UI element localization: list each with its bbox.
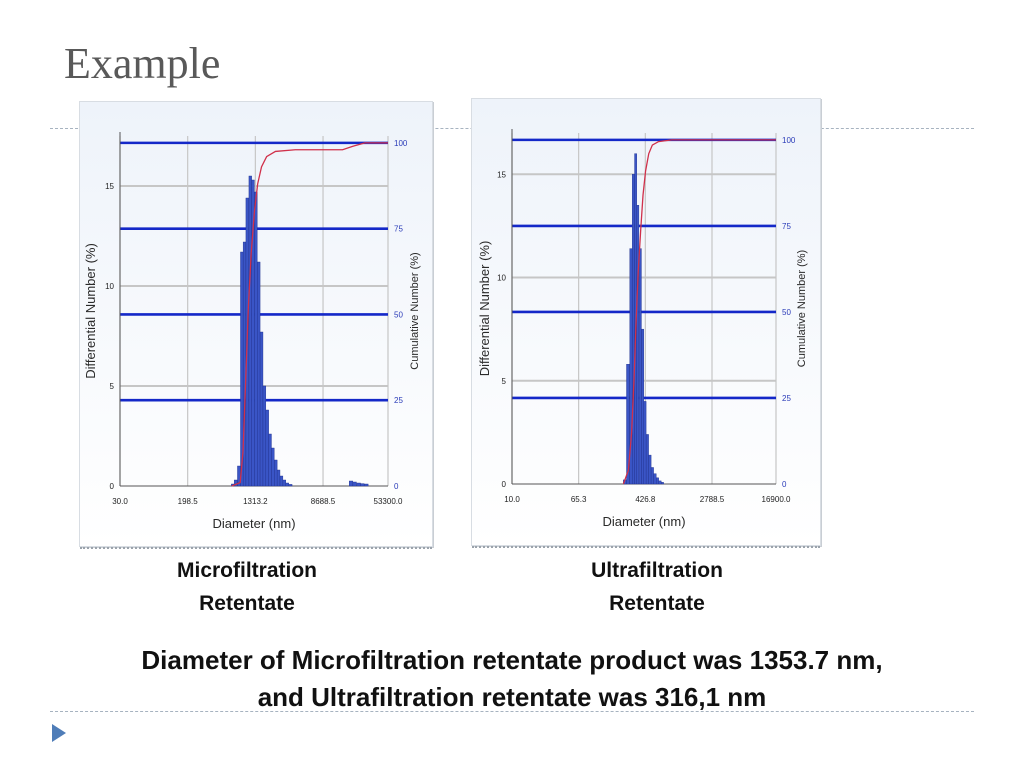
y2-axis-label: Cumulative Number (%) bbox=[796, 250, 808, 367]
histogram-bar bbox=[352, 481, 357, 487]
x-tick-label: 8688.5 bbox=[311, 497, 336, 506]
chart-microfiltration: 0 5 10 15 0 25 50 75 100 30.0 198.5 1313.2 8688.5 533… bbox=[79, 101, 433, 549]
ultrafiltration-histogram: 0 5 10 15 0 25 50 75 100 10.0 65.3 426.8 2788.5 16900… bbox=[472, 99, 820, 545]
x-tick-label: 30.0 bbox=[112, 497, 128, 506]
y-tick-label: 5 bbox=[502, 377, 507, 386]
y2-axis-label: Cumulative Number (%) bbox=[409, 252, 421, 369]
histogram-bar bbox=[660, 482, 664, 485]
conclusion-text: Diameter of Microfiltration retentate pr… bbox=[0, 642, 1024, 716]
histogram-bar bbox=[643, 401, 647, 485]
y-axis-label: Differential Number (%) bbox=[477, 241, 492, 377]
histogram-bar bbox=[626, 364, 630, 485]
caption-microfiltration-line1: Microfiltration bbox=[177, 559, 317, 582]
slide-title: Example bbox=[64, 39, 221, 88]
y2-tick-label: 25 bbox=[394, 396, 403, 405]
x-tick-label: 53300.0 bbox=[374, 497, 403, 506]
x-tick-label: 16900.0 bbox=[762, 495, 791, 504]
y-axis-label: Differential Number (%) bbox=[83, 243, 98, 379]
histogram-bar bbox=[259, 331, 264, 487]
histogram-bar bbox=[636, 205, 640, 485]
y2-tick-label: 50 bbox=[394, 310, 403, 319]
histogram-bar bbox=[349, 480, 354, 487]
x-tick-label: 198.5 bbox=[178, 497, 199, 506]
histogram-bar bbox=[265, 409, 269, 487]
histogram-bar bbox=[234, 479, 238, 487]
y-tick-label: 15 bbox=[105, 182, 114, 191]
histogram-bar bbox=[248, 175, 252, 487]
caption-microfiltration-line2: Retentate bbox=[199, 592, 295, 615]
histogram-bar bbox=[364, 483, 369, 487]
conclusion-line2: and Ultrafiltration retentate was 316,1 … bbox=[257, 682, 767, 712]
caption-ultrafiltration-line2: Retentate bbox=[609, 592, 705, 615]
x-axis-label: Diameter (nm) bbox=[602, 514, 685, 529]
y2-tick-label: 50 bbox=[782, 308, 791, 317]
y2-tick-label: 100 bbox=[394, 139, 408, 148]
histogram-bar bbox=[276, 469, 281, 487]
histogram-bar bbox=[254, 191, 258, 487]
x-tick-label: 426.8 bbox=[635, 495, 656, 504]
histogram-bar bbox=[279, 475, 284, 487]
caption-ultrafiltration: Ultrafiltration Retentate bbox=[527, 554, 787, 620]
histogram-bar bbox=[360, 483, 365, 487]
footer-divider bbox=[50, 711, 974, 712]
histogram-bar bbox=[288, 484, 293, 487]
histogram-bar bbox=[274, 459, 278, 487]
histogram-bar bbox=[650, 467, 654, 485]
y2-tick-label: 100 bbox=[782, 136, 796, 145]
y-tick-label: 0 bbox=[502, 480, 507, 489]
histogram-bar bbox=[638, 248, 642, 485]
y-tick-label: 10 bbox=[105, 282, 114, 291]
histogram-bar bbox=[648, 454, 652, 485]
histogram-bar bbox=[282, 479, 286, 487]
y2-tick-label: 25 bbox=[782, 394, 791, 403]
y-tick-label: 5 bbox=[110, 382, 115, 391]
histogram-bar bbox=[262, 385, 267, 487]
x-tick-label: 2788.5 bbox=[700, 495, 725, 504]
cumulative-curve bbox=[622, 139, 776, 485]
conclusion-line1: Diameter of Microfiltration retentate pr… bbox=[141, 645, 883, 675]
histogram-bar bbox=[271, 447, 275, 487]
x-axis-label: Diameter (nm) bbox=[212, 516, 295, 531]
histogram-bar bbox=[658, 480, 662, 485]
histogram-bar bbox=[356, 482, 361, 487]
y-tick-label: 0 bbox=[110, 482, 115, 491]
histogram-bar bbox=[285, 482, 289, 487]
cumulative-curve bbox=[231, 142, 388, 487]
caption-ultrafiltration-line1: Ultrafiltration bbox=[591, 559, 723, 582]
histogram-bar bbox=[653, 473, 657, 485]
histogram-bar bbox=[268, 433, 272, 487]
x-tick-label: 10.0 bbox=[504, 495, 520, 504]
microfiltration-histogram: 0 5 10 15 0 25 50 75 100 30.0 198.5 1313.2 8688.5 533… bbox=[80, 102, 432, 546]
y2-tick-label: 75 bbox=[782, 222, 791, 231]
y2-tick-label: 0 bbox=[394, 482, 399, 491]
y2-tick-label: 0 bbox=[782, 480, 787, 489]
y-tick-label: 10 bbox=[497, 274, 506, 283]
y2-tick-label: 75 bbox=[394, 225, 403, 234]
x-tick-label: 1313.2 bbox=[243, 497, 268, 506]
histogram-bar bbox=[257, 261, 261, 487]
histogram-bar bbox=[632, 174, 635, 485]
caption-microfiltration: Microfiltration Retentate bbox=[117, 554, 377, 620]
y-tick-label: 15 bbox=[497, 170, 506, 179]
histogram-bar bbox=[641, 328, 644, 485]
x-tick-label: 65.3 bbox=[571, 495, 587, 504]
histogram-bar bbox=[645, 434, 649, 485]
bullet-arrow-icon bbox=[52, 724, 66, 742]
chart-ultrafiltration: 0 5 10 15 0 25 50 75 100 10.0 65.3 426.8 2788.5 16900… bbox=[471, 98, 821, 548]
histogram-bar bbox=[655, 477, 659, 485]
